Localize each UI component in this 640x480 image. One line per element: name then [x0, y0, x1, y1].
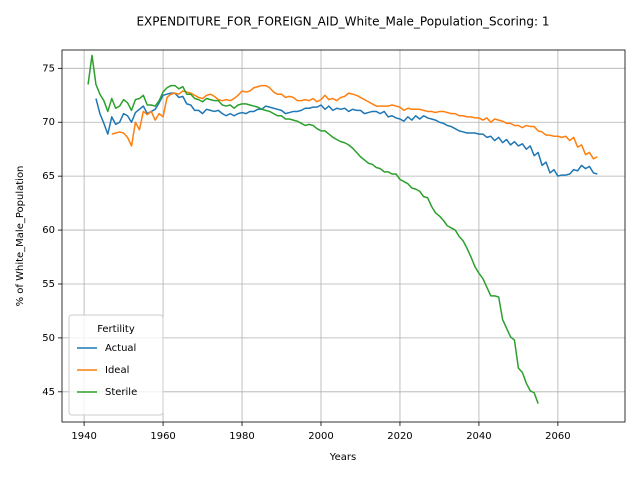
plot-frame — [61, 49, 626, 423]
line-series — [111, 84, 598, 160]
legend-box — [68, 314, 164, 416]
x-tick-label: 1940 — [71, 431, 96, 442]
chart-title: EXPENDITURE_FOR_FOREIGN_AID_White_Male_P… — [136, 15, 549, 29]
x-tick-label: 1960 — [150, 431, 175, 442]
y-tick-label: 50 — [42, 333, 55, 344]
x-tick-label: 2020 — [387, 431, 412, 442]
legend-label: Sterile — [105, 387, 137, 398]
y-tick-label: 65 — [42, 171, 55, 182]
y-tick-label: 55 — [42, 279, 55, 290]
legend-label: Actual — [105, 343, 136, 354]
legend-title: Fertility — [97, 324, 135, 335]
y-axis-label: % of White_Male_Population — [15, 166, 26, 307]
x-tick-label: 2060 — [545, 431, 570, 442]
line-series — [95, 92, 598, 177]
y-tick-label: 70 — [42, 117, 55, 128]
x-tick-label: 2040 — [466, 431, 491, 442]
x-tick-label: 1980 — [229, 431, 254, 442]
x-tick-label: 2000 — [308, 431, 333, 442]
y-tick-label: 45 — [42, 387, 55, 398]
x-axis-label: Years — [329, 452, 356, 463]
line-series — [87, 54, 539, 404]
y-tick-label: 60 — [42, 225, 55, 236]
y-tick-label: 75 — [42, 63, 55, 74]
legend-label: Ideal — [105, 365, 129, 376]
